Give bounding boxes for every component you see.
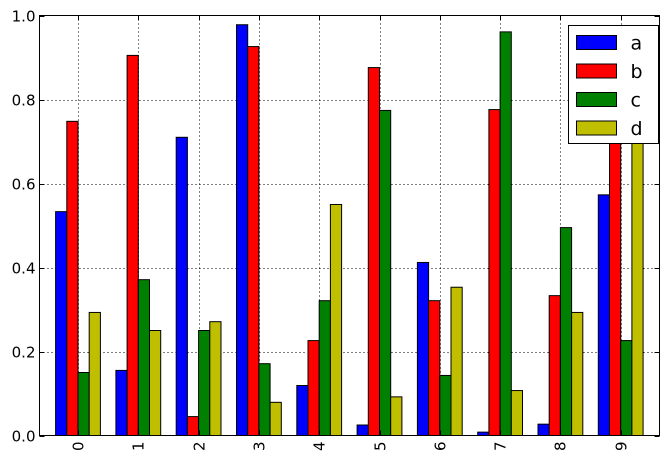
bar-b-3 — [247, 46, 260, 437]
legend-swatch-a — [576, 35, 617, 50]
bar-a-3 — [236, 24, 249, 437]
bar-a-8 — [537, 423, 550, 437]
bar-c-7 — [499, 31, 512, 436]
bar-a-2 — [175, 136, 188, 437]
bar-a-4 — [296, 385, 309, 436]
y-tick-label: 0.2 — [12, 344, 36, 362]
legend-swatch-b — [576, 63, 617, 79]
x-tick-label: 9 — [613, 442, 631, 452]
legend-label-d: d — [631, 118, 643, 140]
bar-c-6 — [439, 374, 452, 437]
y-tick-label: 1.0 — [12, 8, 36, 26]
x-tick-label: 5 — [372, 442, 390, 452]
bar-b-5 — [367, 67, 380, 437]
bar-c-2 — [198, 330, 211, 436]
bar-c-9 — [620, 340, 633, 436]
bar-d-3 — [269, 401, 282, 437]
bar-d-0 — [88, 311, 101, 436]
bar-d-2 — [209, 321, 222, 436]
bar-a-1 — [115, 369, 128, 436]
bar-c-0 — [77, 372, 90, 436]
bar-c-1 — [137, 279, 151, 436]
bar-d-1 — [149, 330, 162, 436]
legend-label-b: b — [631, 61, 643, 83]
bar-series — [55, 24, 644, 437]
bar-b-4 — [307, 340, 320, 436]
bar-b-0 — [66, 120, 79, 436]
x-tick-label: 8 — [552, 442, 570, 452]
x-tick-label: 0 — [70, 442, 88, 452]
x-tick-label: 3 — [251, 442, 269, 452]
bar-b-7 — [488, 109, 501, 437]
bar-a-5 — [356, 424, 369, 436]
bar-a-9 — [597, 194, 610, 436]
bar-d-8 — [571, 311, 584, 436]
bar-d-9 — [631, 132, 644, 436]
y-tick-label: 0.0 — [12, 428, 36, 446]
x-axis: 0 1 2 3 4 5 6 7 8 9 — [70, 15, 631, 452]
plot-frame — [39, 15, 660, 436]
x-tick-label: 1 — [130, 442, 148, 452]
legend-swatch-d — [576, 120, 617, 136]
y-tick-label: 0.4 — [12, 260, 36, 278]
bar-d-4 — [329, 204, 343, 436]
legend-label-a: a — [631, 33, 643, 55]
bar-b-9 — [609, 128, 622, 436]
bar-b-2 — [186, 416, 200, 437]
bar-d-5 — [390, 396, 403, 436]
x-tick-label: 2 — [191, 442, 209, 452]
bar-c-3 — [258, 363, 271, 436]
bar-a-7 — [477, 431, 490, 437]
x-tick-label: 7 — [492, 442, 510, 452]
bar-c-4 — [318, 300, 331, 436]
bar-d-6 — [450, 286, 463, 436]
bar-b-1 — [126, 54, 139, 437]
y-tick-label: 0.6 — [12, 176, 36, 194]
bar-b-8 — [548, 295, 561, 437]
bar-c-5 — [379, 109, 392, 436]
legend-label-c: c — [631, 90, 641, 112]
bar-a-0 — [55, 211, 68, 436]
bar-b-6 — [428, 300, 441, 436]
y-axis: 0.0 0.2 0.4 0.6 0.8 1.0 — [12, 8, 660, 446]
bar-d-7 — [510, 390, 523, 436]
y-tick-label: 0.8 — [12, 92, 36, 110]
x-tick-label: 4 — [311, 442, 329, 452]
bar-a-6 — [416, 261, 430, 436]
x-tick-label: 6 — [432, 442, 450, 452]
bar-c-8 — [559, 227, 573, 436]
legend-swatch-c — [576, 92, 617, 107]
